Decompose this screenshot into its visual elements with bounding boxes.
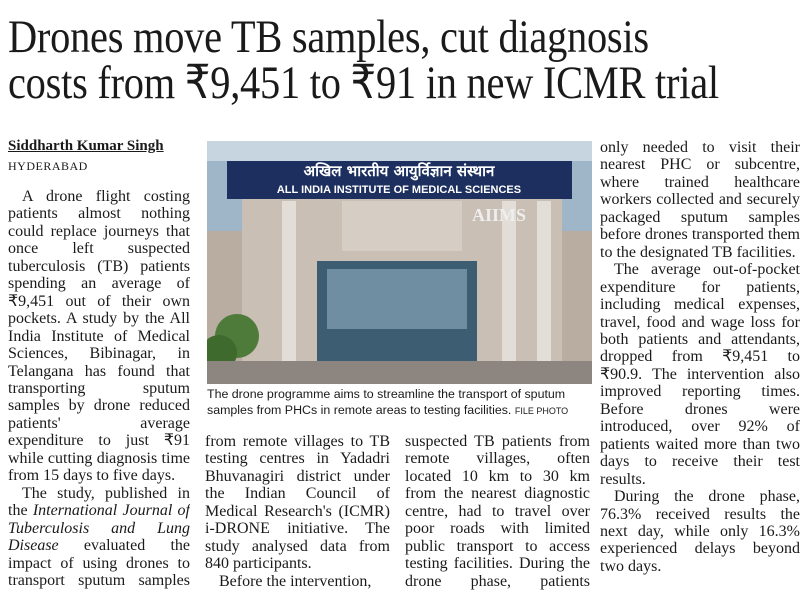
paragraph: suspected TB patients from remote villag… (405, 433, 590, 590)
logo: AIIMS (472, 205, 526, 225)
headline: costs from ₹9,451 to ₹91 in new ICMR tri… (8, 57, 719, 109)
byline: Siddharth Kumar Singh (8, 138, 164, 154)
text: The study, published in the (8, 484, 190, 520)
column: from remote villages to TB testing centr… (205, 433, 390, 597)
paragraph: The average out-of-pocket expenditure fo… (600, 261, 800, 488)
paragraph: The study, published in the Internationa… (8, 485, 190, 590)
text: evaluated the impact of using drones to … (8, 537, 190, 589)
caption: The drone programme aims to streamline t… (207, 386, 592, 419)
paragraph: A drone flight costing patients almost n… (8, 188, 190, 485)
paragraph: During the drone phase, 76.3% received r… (600, 488, 800, 575)
photo: अखिल भारतीय आयुर्विज्ञान संस्थान ALL IND… (207, 141, 592, 384)
journal: International Journal of Tuberculosis an… (8, 502, 190, 555)
credit: FILE PHOTO (514, 406, 569, 416)
paragraph: only needed to visit their nearest PHC o… (600, 139, 800, 261)
sign-english: ALL INDIA INSTITUTE OF MEDICAL SCIENCES (277, 184, 521, 196)
caption-text: The drone programme aims to streamline t… (207, 387, 566, 417)
sign-hindi: अखिल भारतीय आयुर्विज्ञान संस्थान (304, 162, 495, 181)
column: A drone flight costing patients almost n… (8, 188, 190, 597)
paragraph: from remote villages to TB testing centr… (205, 433, 390, 573)
column: only needed to visit their nearest PHC o… (600, 139, 800, 597)
paragraph: Before the intervention, (219, 572, 372, 590)
column: suspected TB patients from remote villag… (405, 433, 590, 597)
dateline: HYDERABAD (8, 159, 88, 173)
headline: Drones move TB samples, cut diagnosis (8, 11, 649, 63)
